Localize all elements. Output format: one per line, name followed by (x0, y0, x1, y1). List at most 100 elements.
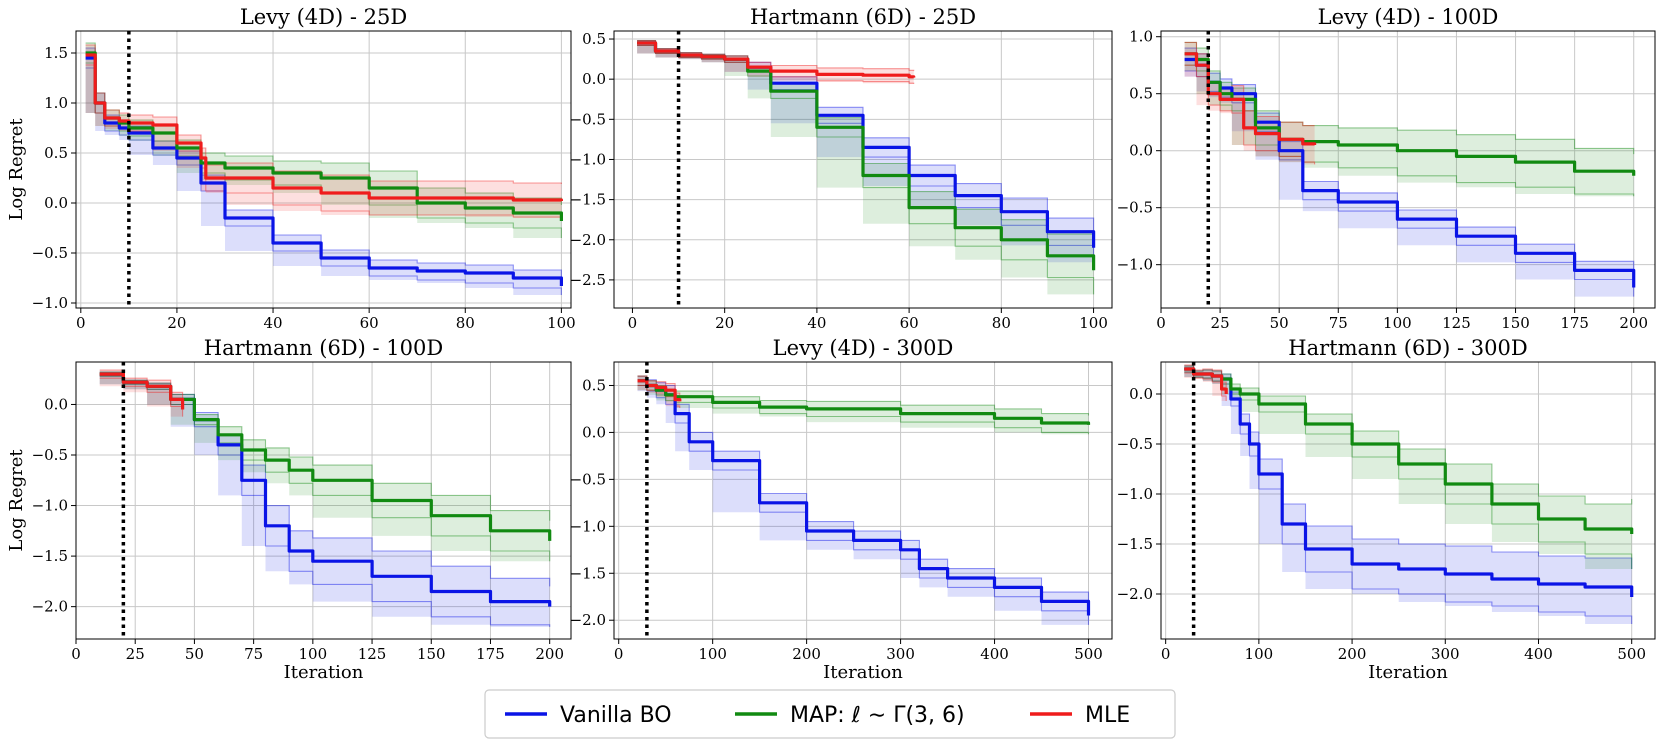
y-tick-label: 1.5 (44, 44, 68, 62)
y-tick-label: 0.0 (582, 70, 606, 88)
legend-label-vanilla-bo: Vanilla BO (560, 703, 672, 728)
band-upper-vanilla (637, 375, 1090, 607)
x-tick-label: 300 (886, 645, 915, 663)
x-axis-label: Iteration (284, 662, 364, 683)
x-tick-label: 50 (1270, 314, 1289, 332)
subplot-hartmann-6d-300d: 0 100 200 300 400 500 −2.0 −1.5 −1.0 −0.5 0.0 Hartm… (1117, 336, 1656, 683)
x-tick-label: 200 (792, 645, 821, 663)
y-tick-label: 0.5 (44, 144, 68, 162)
x-tick-label: 50 (185, 645, 204, 663)
line-mle (99, 372, 185, 410)
subplot-title: Hartmann (6D) - 300D (1288, 336, 1527, 360)
x-tick-label: 0 (1161, 645, 1171, 663)
y-tick-label: −2.0 (570, 611, 606, 629)
x-tick-label: 100 (1079, 314, 1108, 332)
x-tick-label: 200 (1619, 314, 1648, 332)
subplot-hartmann-6d-100d: 0 25 50 75 100 125 150 175 200 −2.0 −1.5 −1.0 −0.5 0.… (6, 336, 572, 683)
y-tick-label: −0.5 (1117, 435, 1153, 453)
band-map (1184, 42, 1634, 197)
subplot-title: Levy (4D) - 25D (240, 5, 407, 29)
axes-frame (1160, 361, 1656, 640)
band-vanilla (99, 372, 550, 627)
x-tick-label: 300 (1431, 645, 1460, 663)
x-tick-label: 500 (1074, 645, 1103, 663)
plot-area (76, 31, 571, 308)
y-tick-label: −0.5 (1117, 199, 1153, 217)
subplot-title: Levy (4D) - 100D (1318, 5, 1499, 29)
band-upper-vanilla (99, 371, 551, 587)
x-tick-label: 40 (263, 314, 282, 332)
y-axis-label: Log Regret (6, 118, 27, 221)
x-tick-label: 100 (299, 645, 328, 663)
y-tick-label: 0.0 (1129, 385, 1153, 403)
line-mle (637, 379, 682, 402)
band-mle (1184, 42, 1315, 165)
plot-area (1161, 31, 1655, 308)
axes-frame (1160, 30, 1656, 309)
x-tick-label: 40 (807, 314, 826, 332)
subplot-title: Hartmann (6D) - 100D (204, 336, 443, 360)
x-tick-label: 400 (980, 645, 1009, 663)
y-tick-label: 0.0 (44, 395, 68, 413)
subplot-title: Hartmann (6D) - 25D (750, 5, 976, 29)
y-axis-label: Log Regret (6, 449, 27, 552)
x-tick-label: 125 (1442, 314, 1471, 332)
band-map (1184, 366, 1632, 569)
y-tick-label: −0.5 (32, 244, 68, 262)
band-upper-vanilla (1184, 365, 1633, 569)
band-lower-mle (1184, 372, 1227, 401)
x-tick-label: 100 (547, 314, 576, 332)
y-tick-label: −0.5 (570, 470, 606, 488)
y-tick-label: 0.5 (582, 376, 606, 394)
axes-frame (75, 30, 572, 309)
plot-series (1184, 41, 1636, 297)
band-upper-vanilla (85, 47, 562, 278)
x-tick-label: 60 (360, 314, 379, 332)
line-mle (1184, 52, 1317, 146)
x-tick-label: 80 (992, 314, 1011, 332)
x-tick-label: 0 (614, 645, 624, 663)
x-tick-label: 60 (900, 314, 919, 332)
x-tick-label: 200 (1338, 645, 1367, 663)
x-tick-label: 0 (71, 645, 81, 663)
band-mle (99, 370, 183, 417)
x-tick-label: 0 (76, 314, 86, 332)
y-tick-label: −1.0 (570, 517, 606, 535)
y-tick-label: −1.5 (32, 547, 68, 565)
x-tick-label: 75 (1329, 314, 1348, 332)
axes-frame (613, 361, 1113, 640)
y-tick-label: 0.0 (44, 194, 68, 212)
subplot-grid: 0 20 40 60 80 100 −1.0 −0.5 0.0 0.5 1.0 1.5 Levy (4D… (6, 5, 1656, 683)
plot-series (99, 369, 552, 627)
legend-label-map: MAP: ℓ ∼ Γ(3, 6) (790, 703, 965, 728)
y-tick-label: 1.0 (1129, 28, 1153, 46)
x-tick-label: 100 (1383, 314, 1412, 332)
y-tick-label: 0.0 (582, 423, 606, 441)
line-mle (85, 53, 563, 202)
x-tick-label: 80 (456, 314, 475, 332)
x-tick-label: 75 (244, 645, 263, 663)
band-upper-vanilla (637, 40, 1095, 234)
y-tick-label: −1.0 (32, 294, 68, 312)
band-upper-map (85, 42, 562, 205)
y-tick-label: −1.0 (32, 497, 68, 515)
band-upper-map (99, 371, 551, 521)
x-axis-label: Iteration (823, 662, 903, 683)
plot-series (1184, 364, 1634, 624)
x-tick-label: 20 (167, 314, 186, 332)
band-map (637, 376, 1089, 435)
legend-box (484, 689, 1176, 739)
y-tick-label: −2.0 (1117, 585, 1153, 603)
x-axis-label: Iteration (1368, 662, 1448, 683)
subplot-levy-4d-25d: 0 20 40 60 80 100 −1.0 −0.5 0.0 0.5 1.0 1.5 Levy (4D… (6, 5, 576, 332)
x-tick-label: 175 (1560, 314, 1589, 332)
x-tick-label: 25 (126, 645, 145, 663)
y-tick-label: −1.0 (1117, 485, 1153, 503)
band-upper-mle (85, 44, 562, 184)
y-tick-label: −0.5 (570, 110, 606, 128)
y-tick-label: −1.5 (570, 191, 606, 209)
x-tick-label: 400 (1524, 645, 1553, 663)
y-tick-label: 0.5 (1129, 85, 1153, 103)
y-tick-label: 0.5 (582, 30, 606, 48)
